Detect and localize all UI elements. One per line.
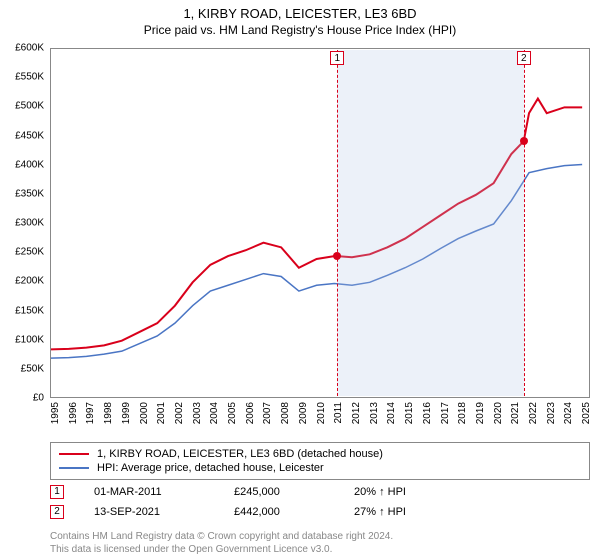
y-tick-label: £300K: [15, 218, 44, 229]
x-tick-label: 2014: [386, 402, 397, 424]
x-tick-label: 1998: [103, 402, 114, 424]
footer-line-1: Contains HM Land Registry data © Crown c…: [50, 530, 590, 543]
shaded-region: [337, 50, 523, 396]
x-tick-label: 2010: [316, 402, 327, 424]
x-tick-label: 2025: [581, 402, 592, 424]
y-tick-label: £50K: [21, 363, 44, 374]
event-change: 27% ↑ HPI: [354, 506, 406, 518]
x-tick-label: 2011: [333, 402, 344, 424]
y-tick-label: £150K: [15, 305, 44, 316]
y-tick-label: £450K: [15, 130, 44, 141]
x-tick-label: 2018: [457, 402, 468, 424]
legend-item: 1, KIRBY ROAD, LEICESTER, LE3 6BD (detac…: [59, 447, 581, 461]
event-row: 2 13-SEP-2021 £442,000 27% ↑ HPI: [50, 502, 590, 522]
x-tick-label: 2022: [528, 402, 539, 424]
marker-dot: [333, 252, 341, 260]
chart-title: 1, KIRBY ROAD, LEICESTER, LE3 6BD: [0, 0, 600, 21]
x-tick-label: 2017: [440, 402, 451, 424]
event-date: 13-SEP-2021: [94, 506, 204, 518]
y-tick-label: £200K: [15, 276, 44, 287]
x-tick-label: 2021: [510, 402, 521, 424]
x-tick-label: 1995: [50, 402, 61, 424]
x-tick-label: 1996: [68, 402, 79, 424]
marker-vline: [337, 50, 338, 396]
x-tick-label: 2009: [298, 402, 309, 424]
x-tick-label: 1999: [121, 402, 132, 424]
x-tick-label: 2005: [227, 402, 238, 424]
x-tick-label: 2023: [546, 402, 557, 424]
x-tick-label: 2002: [174, 402, 185, 424]
y-tick-label: £100K: [15, 334, 44, 345]
event-marker: 2: [50, 505, 64, 519]
y-tick-label: £600K: [15, 43, 44, 54]
x-tick-label: 2024: [563, 402, 574, 424]
x-tick-label: 2012: [351, 402, 362, 424]
legend-label: HPI: Average price, detached house, Leic…: [97, 462, 324, 474]
x-tick-label: 2015: [404, 402, 415, 424]
event-row: 1 01-MAR-2011 £245,000 20% ↑ HPI: [50, 482, 590, 502]
footer-line-2: This data is licensed under the Open Gov…: [50, 543, 590, 556]
legend-swatch: [59, 453, 89, 455]
y-tick-label: £400K: [15, 159, 44, 170]
plot-region: 12: [50, 48, 590, 398]
marker-box: 2: [517, 51, 531, 65]
x-tick-label: 2019: [475, 402, 486, 424]
y-tick-label: £550K: [15, 72, 44, 83]
x-tick-label: 2001: [156, 402, 167, 424]
legend-item: HPI: Average price, detached house, Leic…: [59, 461, 581, 475]
x-tick-label: 2013: [369, 402, 380, 424]
event-price: £442,000: [234, 506, 324, 518]
marker-dot: [520, 137, 528, 145]
event-date: 01-MAR-2011: [94, 486, 204, 498]
y-tick-label: £0: [33, 393, 44, 404]
event-list: 1 01-MAR-2011 £245,000 20% ↑ HPI 2 13-SEP-202…: [50, 482, 590, 522]
marker-box: 1: [330, 51, 344, 65]
y-tick-label: £350K: [15, 188, 44, 199]
legend-label: 1, KIRBY ROAD, LEICESTER, LE3 6BD (detac…: [97, 448, 383, 460]
x-tick-label: 2008: [280, 402, 291, 424]
x-tick-label: 1997: [85, 402, 96, 424]
event-marker: 1: [50, 485, 64, 499]
x-tick-label: 2020: [493, 402, 504, 424]
event-price: £245,000: [234, 486, 324, 498]
y-tick-label: £250K: [15, 247, 44, 258]
x-tick-label: 2006: [245, 402, 256, 424]
legend-swatch: [59, 467, 89, 469]
x-tick-label: 2003: [192, 402, 203, 424]
x-tick-label: 2007: [262, 402, 273, 424]
event-change: 20% ↑ HPI: [354, 486, 406, 498]
footer: Contains HM Land Registry data © Crown c…: [50, 530, 590, 556]
chart-container: 1, KIRBY ROAD, LEICESTER, LE3 6BD Price …: [0, 0, 600, 560]
x-tick-label: 2016: [422, 402, 433, 424]
x-tick-label: 2004: [209, 402, 220, 424]
y-tick-label: £500K: [15, 101, 44, 112]
x-tick-label: 2000: [139, 402, 150, 424]
marker-vline: [524, 50, 525, 396]
chart-subtitle: Price paid vs. HM Land Registry's House …: [0, 21, 600, 41]
legend: 1, KIRBY ROAD, LEICESTER, LE3 6BD (detac…: [50, 442, 590, 480]
chart-area: 12 £0£50K£100K£150K£200K£250K£300K£350K£…: [50, 48, 590, 398]
